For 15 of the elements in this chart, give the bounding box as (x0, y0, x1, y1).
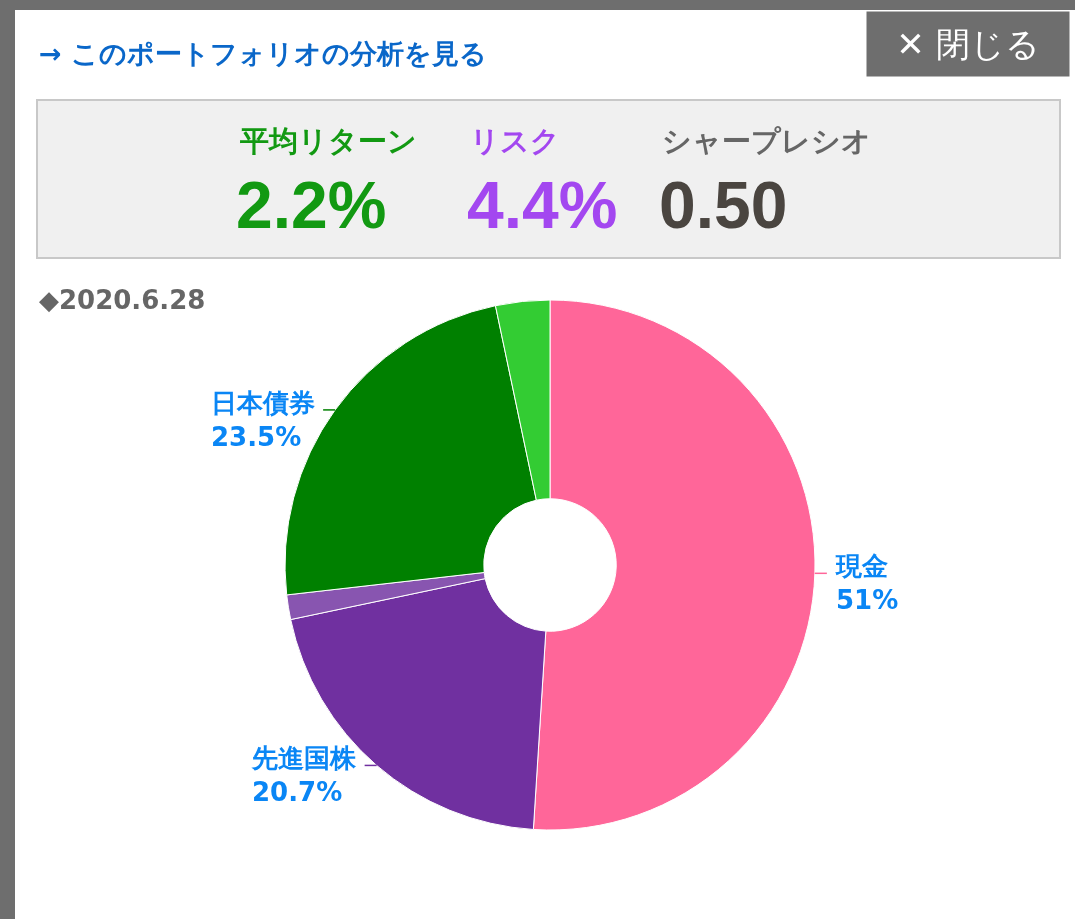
data-label: 20.7% (252, 776, 343, 807)
text: 4.4% (467, 168, 618, 242)
text: シャープレシオ (662, 124, 871, 158)
data-label: 51% (836, 584, 899, 615)
slice-label: 日本債券 (211, 388, 315, 418)
text: リスク (470, 124, 560, 158)
slice-label: 先進国株 (251, 743, 357, 773)
text: ✕ 閉じる (896, 24, 1040, 64)
text: 0.50 (659, 168, 788, 242)
text: 平均リターン (239, 124, 417, 158)
slice-label: 現金 (835, 551, 888, 581)
text: → このポートフォリオの分析を見る (39, 38, 488, 69)
data-label: 23.5% (211, 421, 302, 452)
chart-title: ◆2020.6.28 (39, 285, 206, 315)
text: 2.2% (236, 168, 387, 242)
